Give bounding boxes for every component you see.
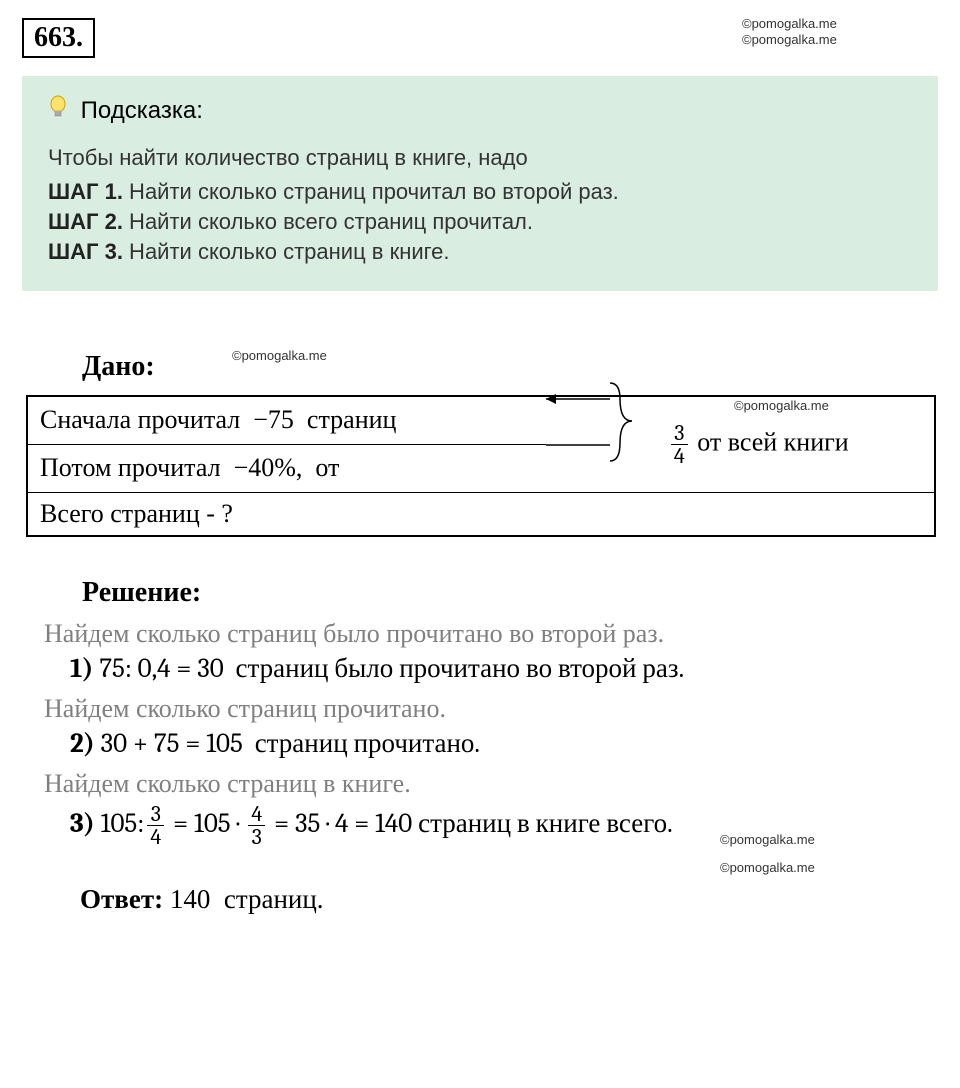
- given-row2-text: Потом прочитал −40%, от: [40, 453, 339, 482]
- solution-gray-1: Найдем сколько страниц было прочитано во…: [44, 619, 938, 649]
- brace-arrow-icon: [540, 373, 680, 473]
- hint-intro: Чтобы найти количество страниц в книге, …: [48, 145, 912, 171]
- watermark: ©pomogalka.me: [232, 348, 327, 363]
- solution-title: Решение:: [82, 577, 938, 609]
- sol3-mid1: = 105 ·: [167, 807, 245, 838]
- hint-step-3-label: ШАГ 3.: [48, 239, 123, 264]
- lightbulb-icon: [48, 94, 68, 129]
- hint-step-1-label: ШАГ 1.: [48, 179, 123, 204]
- given-title: Дано:: [82, 351, 938, 383]
- hint-step-1: ШАГ 1. Найти сколько страниц прочитал во…: [48, 179, 912, 205]
- watermark: ©pomogalka.me: [720, 860, 815, 875]
- watermark: ©pomogalka.me: [742, 16, 837, 31]
- given-row1-text: Сначала прочитал −75 страниц: [40, 405, 396, 434]
- given-table: Сначала прочитал −75 страниц 3 4 от всей…: [26, 395, 936, 537]
- solution-gray-2: Найдем сколько страниц прочитано.: [44, 694, 938, 724]
- given-row1-left: Сначала прочитал −75 страниц: [27, 396, 546, 444]
- hint-step-2-label: ШАГ 2.: [48, 209, 123, 234]
- watermark: ©pomogalka.me: [734, 398, 829, 413]
- sol3-f2-den: 3: [248, 826, 265, 848]
- hint-step-2-text: Найти сколько всего страниц прочитал.: [123, 209, 533, 234]
- given-row3-text: Всего страниц - ?: [40, 499, 233, 528]
- solution-line-3-prefix: 105:: [95, 807, 145, 838]
- solution-line-2: 2) 30 + 75 = 105 страниц прочитано.: [70, 728, 938, 759]
- hint-title: Подсказка:: [48, 94, 912, 129]
- sol3-f2-num: 4: [248, 803, 265, 826]
- answer-text: 140 страниц.: [163, 884, 323, 914]
- solution-line-1-expr: 75: 0,4 = 30 страниц было прочитано во в…: [93, 653, 684, 684]
- sol3-frac1: 34: [147, 803, 164, 848]
- sol3-f1-num: 3: [147, 803, 164, 826]
- solution-line-1: 1) 75: 0,4 = 30 страниц было прочитано в…: [70, 653, 938, 684]
- hint-step-3: ШАГ 3. Найти сколько страниц в книге.: [48, 239, 912, 265]
- given-right-text: от всей книги: [697, 427, 849, 456]
- watermark: ©pomogalka.me: [742, 32, 837, 47]
- answer-label: Ответ:: [80, 884, 163, 914]
- hint-step-3-text: Найти сколько страниц в книге.: [123, 239, 450, 264]
- sol3-f1-den: 4: [147, 826, 164, 848]
- hint-title-text: Подсказка:: [81, 97, 203, 124]
- hint-step-1-text: Найти сколько страниц прочитал во второй…: [123, 179, 619, 204]
- given-row2-left: Потом прочитал −40%, от: [27, 444, 546, 492]
- solution-line-1-num: 1): [70, 653, 93, 684]
- solution-line-2-expr: 30 + 75 = 105 страниц прочитано.: [95, 728, 480, 759]
- solution-block: Решение: Найдем сколько страниц было про…: [22, 577, 938, 848]
- sol3-mid2: = 35 · 4 = 140 страниц в книге всего.: [268, 807, 673, 838]
- given-row3: Всего страниц - ?: [27, 492, 935, 536]
- sol3-frac2: 43: [248, 803, 265, 848]
- solution-line-3-num: 3): [70, 807, 95, 838]
- hint-step-2: ШАГ 2. Найти сколько всего страниц прочи…: [48, 209, 912, 235]
- answer: Ответ: 140 страниц.: [80, 884, 938, 915]
- solution-gray-3: Найдем сколько страниц в книге.: [44, 769, 938, 799]
- task-number: 663.: [22, 18, 95, 58]
- hint-box: Подсказка: Чтобы найти количество страни…: [22, 76, 938, 291]
- solution-line-2-num: 2): [70, 728, 95, 759]
- watermark: ©pomogalka.me: [720, 832, 815, 847]
